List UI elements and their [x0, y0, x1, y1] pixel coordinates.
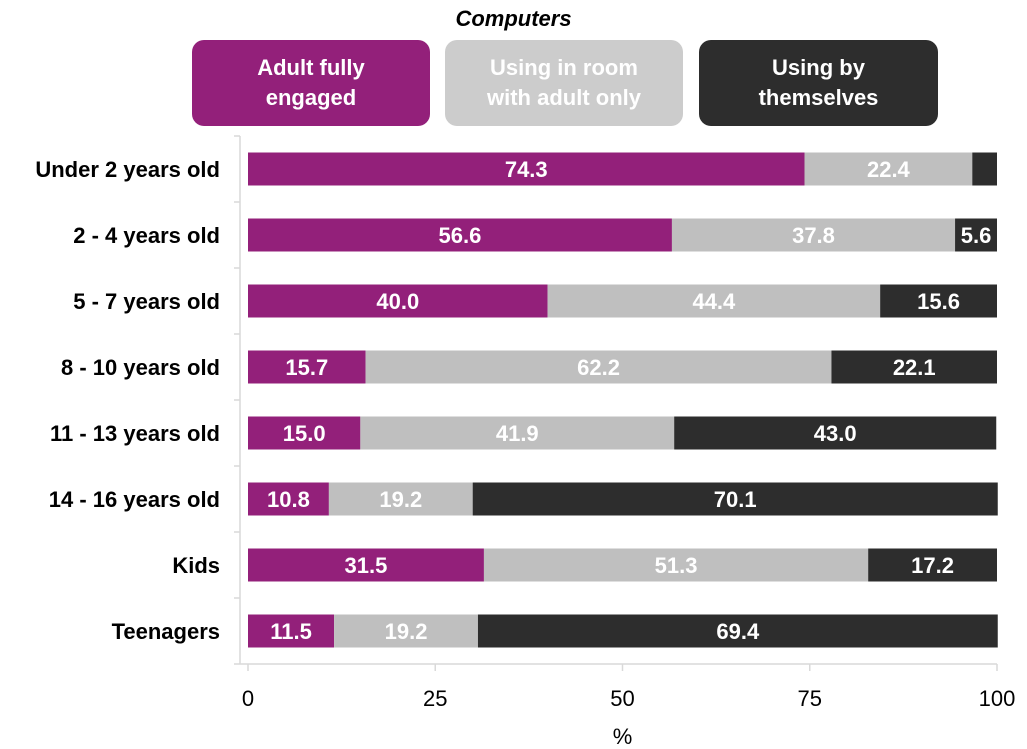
- data-label: 74.3: [505, 157, 548, 182]
- data-label: 62.2: [577, 355, 620, 380]
- legend-label-line1: Using by: [772, 55, 865, 80]
- legend-item-using-in-room-with-adult-only: Using in room with adult only: [445, 40, 683, 126]
- data-label: 15.7: [285, 355, 328, 380]
- bar-segment: [248, 218, 672, 252]
- bar-segment: [248, 482, 329, 516]
- bar-segment: [972, 152, 997, 186]
- data-label: 56.6: [439, 223, 482, 248]
- legend-label-line1: Adult fully: [257, 55, 365, 80]
- bar-segment: [674, 416, 997, 450]
- data-label: 31.5: [345, 553, 388, 578]
- bar-segment: [880, 284, 997, 318]
- bar-segment: [360, 416, 675, 450]
- bar-segment: [248, 350, 366, 384]
- legend-label-line2: with adult only: [487, 85, 641, 110]
- legend-item-using-by-themselves: Using by themselves: [699, 40, 938, 126]
- bar-segment: [472, 482, 998, 516]
- data-label: 10.8: [267, 487, 310, 512]
- x-tick-label: 25: [423, 686, 447, 711]
- legend-label-line2: themselves: [758, 85, 879, 110]
- bar-segment: [248, 152, 805, 186]
- bar-segment: [547, 284, 881, 318]
- bar-segment: [334, 614, 478, 648]
- chart-title: Computers: [455, 6, 572, 31]
- category-label: 8 - 10 years old: [61, 355, 220, 380]
- data-label: 15.6: [917, 289, 960, 314]
- data-label: 19.2: [379, 487, 422, 512]
- bar-segment: [831, 350, 997, 384]
- category-label: Kids: [172, 553, 220, 578]
- bar-segment: [248, 416, 361, 450]
- data-label: 22.4: [867, 157, 911, 182]
- category-label: 11 - 13 years old: [50, 421, 220, 446]
- data-label: 43.0: [814, 421, 857, 446]
- bar-segment: [477, 614, 998, 648]
- x-axis-label: %: [613, 724, 633, 749]
- category-label: 2 - 4 years old: [73, 223, 220, 248]
- data-label: 11.5: [270, 619, 312, 644]
- legend-label-line1: Using in room: [490, 55, 638, 80]
- data-label: 5.6: [961, 223, 992, 248]
- category-label: 14 - 16 years old: [49, 487, 220, 512]
- data-label: 44.4: [692, 289, 736, 314]
- bar-segment: [671, 218, 956, 252]
- data-label: 17.2: [911, 553, 954, 578]
- data-label: 41.9: [496, 421, 539, 446]
- data-label: 40.0: [376, 289, 419, 314]
- category-label: 5 - 7 years old: [73, 289, 220, 314]
- data-label: 37.8: [792, 223, 835, 248]
- bar-segment: [248, 614, 335, 648]
- bar-segment: [483, 548, 869, 582]
- category-label: Under 2 years old: [35, 157, 220, 182]
- bar-segment: [248, 548, 484, 582]
- bar-segment: [365, 350, 832, 384]
- data-label: 70.1: [714, 487, 757, 512]
- data-label: 19.2: [385, 619, 428, 644]
- category-label: Teenagers: [112, 619, 220, 644]
- bar-segment: [248, 284, 548, 318]
- legend-label-line2: engaged: [265, 85, 357, 110]
- data-label: 69.4: [716, 619, 760, 644]
- x-tick-label: 50: [610, 686, 634, 711]
- bar-segment: [955, 218, 997, 252]
- legend-item-adult-fully-engaged: Adult fully engaged: [192, 40, 430, 126]
- bar-segment: [328, 482, 473, 516]
- data-label: 15.0: [283, 421, 326, 446]
- x-tick-label: 100: [979, 686, 1016, 711]
- data-label: 22.1: [893, 355, 936, 380]
- x-tick-label: 0: [242, 686, 254, 711]
- bar-segment: [804, 152, 973, 186]
- bar-segment: [868, 548, 997, 582]
- x-tick-label: 75: [798, 686, 822, 711]
- data-label: 51.3: [655, 553, 698, 578]
